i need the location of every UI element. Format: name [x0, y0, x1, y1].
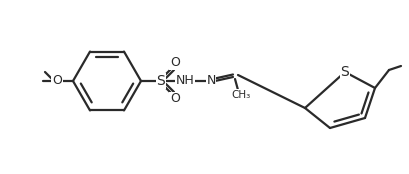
Text: CH₃: CH₃: [231, 90, 250, 100]
Text: O: O: [52, 74, 62, 88]
Text: NH: NH: [175, 74, 194, 88]
Text: S: S: [156, 74, 165, 88]
Text: O: O: [170, 57, 180, 69]
Text: S: S: [340, 65, 348, 79]
Text: N: N: [206, 74, 215, 88]
Text: O: O: [170, 93, 180, 105]
